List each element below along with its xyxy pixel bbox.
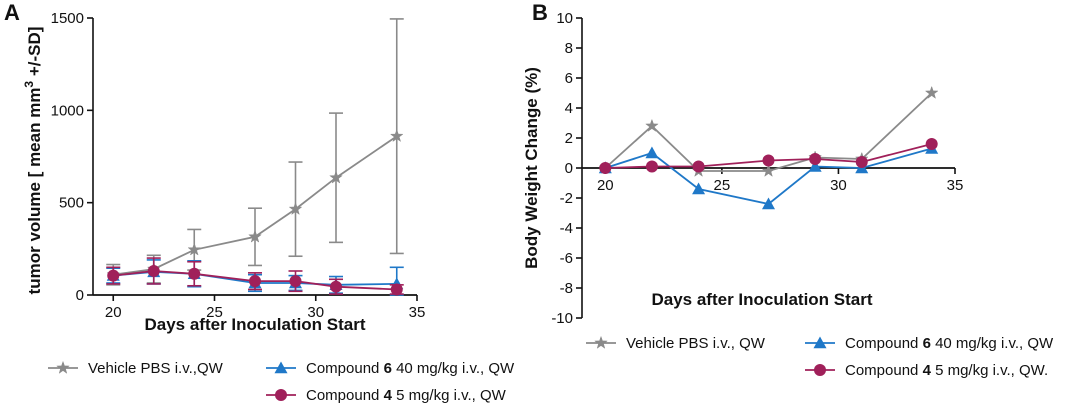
y-tick-label-b: 10: [556, 10, 573, 27]
legend-marker: [275, 389, 287, 401]
y-tick-label-b: 4: [565, 100, 573, 117]
legend-label: Vehicle PBS i.v., QW: [626, 335, 766, 352]
series-compound6-b: [598, 142, 939, 210]
y-tick-label-a: 1000: [51, 102, 84, 119]
data-point: [389, 128, 404, 143]
legend-item-vehicle: Vehicle PBS i.v.,QW: [48, 360, 224, 377]
x-axis-label-a: Days after Inoculation Start: [144, 315, 365, 334]
y-axis-label-a-part: tumor volume [ mean mm: [25, 88, 44, 295]
x-tick-label-a: 35: [409, 304, 426, 321]
legend-label-rest: 40 mg/kg i.v., QW: [931, 335, 1054, 352]
legend-label-rest: 40 mg/kg i.v., QW: [392, 360, 515, 377]
chart-b: -10 -8 -6 -4 -2 0 2 4 6 8 10 20 25 30 35 Days after Ino…: [522, 10, 963, 327]
y-axis-label-a: tumor volume [ mean mm3 +/-SD]: [22, 27, 44, 295]
chart-a: 0 500 1000 1500 20 25 30 35 Days after Inoculati…: [22, 10, 425, 334]
legend-label-text: Compound: [306, 360, 384, 377]
y-axis-label-b: Body Weight Change (%): [522, 67, 541, 269]
legend-label-text: Compound: [845, 362, 923, 379]
legend-item-compound6: Compound 6 40 mg/kg i.v., QW: [805, 335, 1054, 352]
legend-label: Compound 6 40 mg/kg i.v., QW: [845, 335, 1054, 352]
data-point: [762, 197, 775, 210]
data-point: [107, 269, 120, 282]
legend-label-text: Vehicle PBS i.v., QW: [626, 335, 766, 352]
legend-b: Vehicle PBS i.v., QW Compound 6 40 mg/kg …: [586, 335, 1054, 379]
legend-item-compound4: Compound 4 5 mg/kg i.v., QW: [266, 387, 507, 404]
legend-marker: [814, 364, 826, 376]
data-point: [925, 138, 938, 150]
y-tick-label-b: 2: [565, 130, 573, 147]
x-tick-label-b: 25: [714, 177, 731, 194]
series-compound4-b: [599, 138, 938, 174]
legend-label-text: Vehicle PBS i.v.,QW: [88, 360, 224, 377]
data-point: [289, 275, 302, 288]
series-compound4-a: [106, 257, 404, 296]
x-tick-label-a: 25: [206, 304, 223, 321]
legend-label-bold: 6: [384, 360, 392, 377]
data-point: [330, 280, 342, 293]
data-point: [692, 182, 706, 195]
x-axis-label-b: Days after Inoculation Start: [651, 290, 872, 309]
y-tick-label-b: 6: [565, 70, 573, 87]
x-tick-label-a: 30: [307, 304, 324, 321]
data-point: [248, 229, 262, 243]
data-point: [329, 170, 343, 184]
data-point: [645, 118, 659, 132]
legend-label-text: Compound: [845, 335, 923, 352]
data-point: [599, 162, 612, 174]
legend-marker: [274, 361, 288, 374]
y-tick-label-a: 1500: [51, 10, 84, 27]
y-tick-label-a: 0: [76, 287, 84, 304]
x-tick-label-a: 20: [105, 304, 122, 321]
panel-a-label: A: [4, 0, 20, 25]
panel-b-label: B: [532, 0, 548, 25]
legend-marker: [813, 336, 827, 349]
y-tick-label-b: 0: [565, 160, 573, 177]
legend-label-rest: 5 mg/kg i.v., QW.: [931, 362, 1048, 379]
data-point: [924, 85, 939, 99]
legend-item-compound4: Compound 4 5 mg/kg i.v., QW.: [805, 362, 1048, 379]
data-point: [390, 283, 403, 296]
legend-label-text: Compound: [306, 387, 384, 404]
y-tick-label-b: -6: [560, 250, 573, 267]
data-point: [762, 154, 775, 167]
legend-label: Compound 6 40 mg/kg i.v., QW: [306, 360, 515, 377]
y-tick-label-b: -4: [560, 220, 573, 237]
y-tick-label-a: 500: [59, 195, 84, 212]
legend-a: Vehicle PBS i.v.,QW Compound 6 40 mg/kg i…: [48, 360, 515, 404]
legend-label: Vehicle PBS i.v.,QW: [88, 360, 224, 377]
y-tick-label-b: -8: [560, 280, 573, 297]
legend-marker: [56, 360, 70, 374]
data-point: [692, 160, 705, 173]
data-point: [855, 156, 868, 168]
y-tick-label-b: -10: [551, 310, 573, 327]
x-tick-label-b: 35: [947, 177, 964, 194]
x-tick-label-b: 20: [597, 177, 614, 194]
data-point: [645, 160, 658, 173]
y-axis-label-a-sup: 3: [22, 81, 36, 88]
legend-label-bold: 4: [384, 387, 393, 404]
data-point: [761, 163, 776, 177]
data-point: [187, 242, 202, 256]
y-tick-label-b: -2: [560, 190, 573, 207]
data-point: [809, 153, 822, 165]
data-point: [288, 201, 303, 216]
data-point: [645, 146, 659, 159]
data-point: [147, 264, 160, 277]
legend-label-bold: 4: [923, 362, 932, 379]
legend-item-vehicle: Vehicle PBS i.v., QW: [586, 335, 766, 352]
y-axis-label-a-part2: +/-SD]: [25, 27, 44, 81]
data-point: [249, 275, 261, 288]
data-point: [808, 160, 822, 172]
x-tick-label-b: 30: [830, 177, 847, 194]
legend-item-compound6: Compound 6 40 mg/kg i.v., QW: [266, 360, 515, 377]
series-vehicle-a: [106, 18, 404, 286]
y-tick-label-b: 8: [565, 40, 573, 57]
legend-marker: [594, 335, 608, 349]
legend-label-rest: 5 mg/kg i.v., QW: [392, 387, 507, 404]
data-point: [188, 267, 201, 280]
legend-label: Compound 4 5 mg/kg i.v., QW: [306, 387, 507, 404]
legend-label: Compound 4 5 mg/kg i.v., QW.: [845, 362, 1048, 379]
legend-label-bold: 6: [923, 335, 931, 352]
